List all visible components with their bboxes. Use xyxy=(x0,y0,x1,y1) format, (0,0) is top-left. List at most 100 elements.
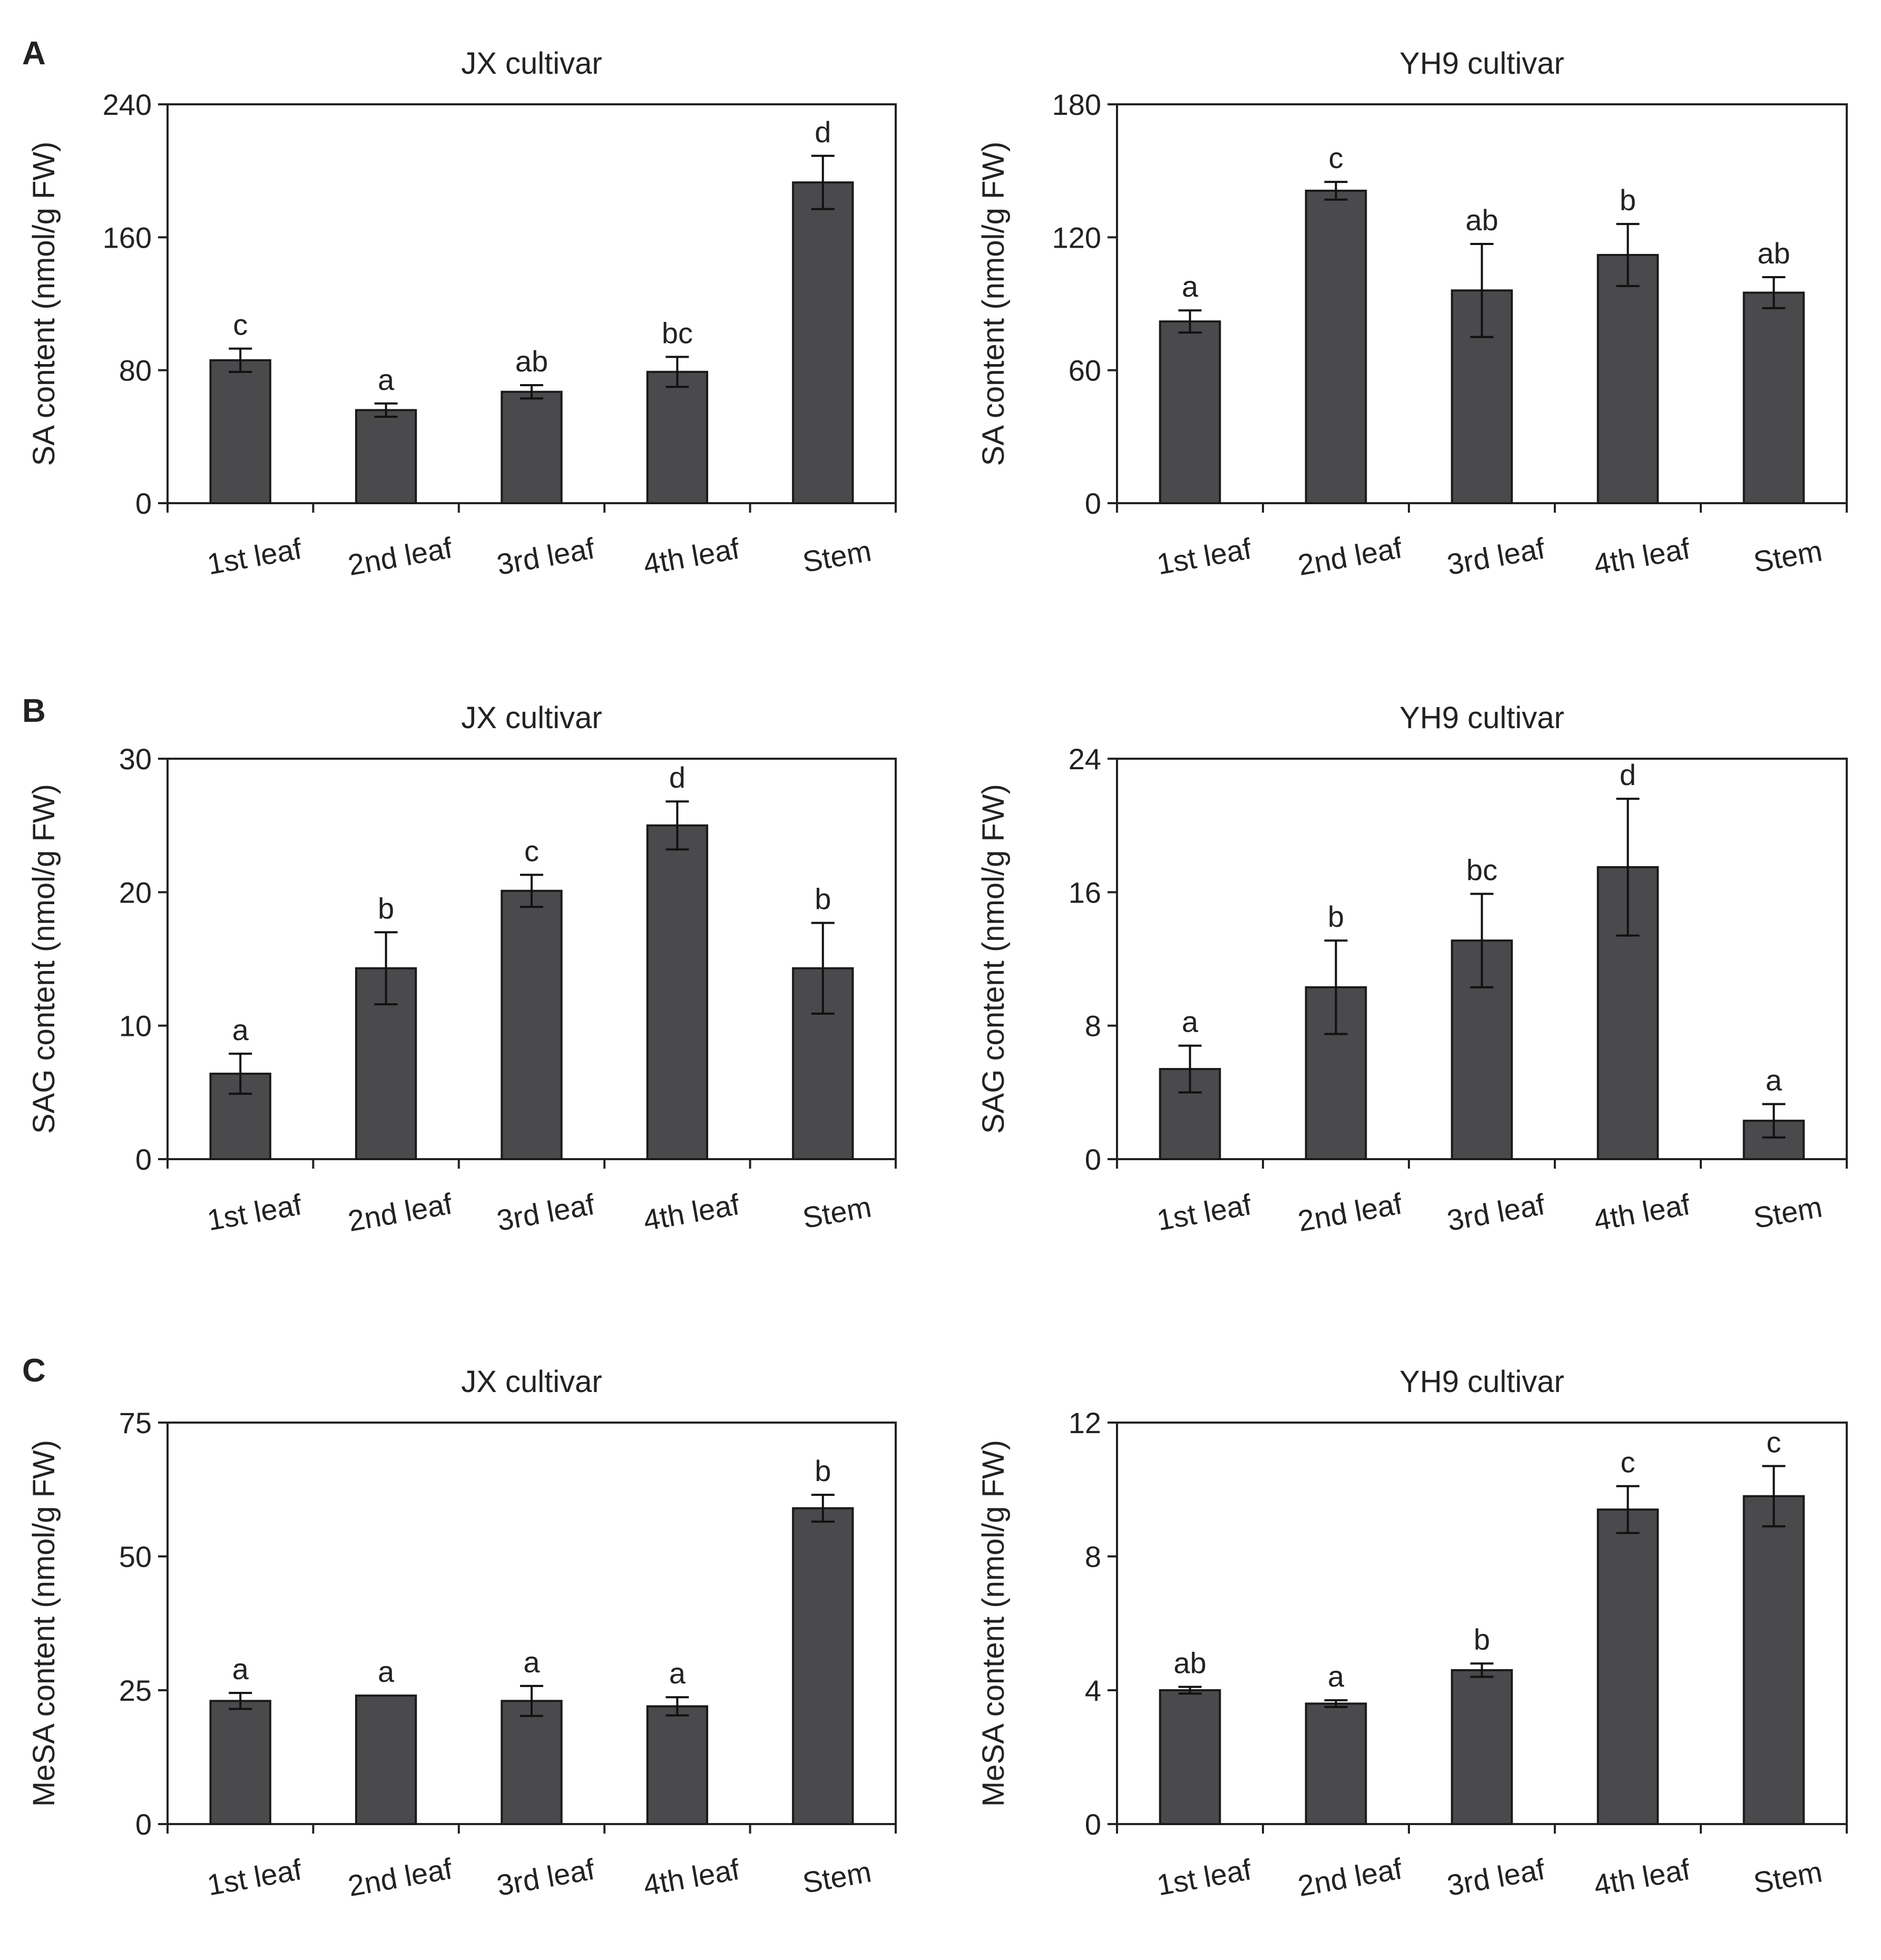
x-category-label: 4th leaf xyxy=(641,1853,742,1902)
y-tick-label: 0 xyxy=(1085,1808,1101,1841)
bar xyxy=(1596,1508,1659,1826)
bar xyxy=(1159,320,1221,505)
bar xyxy=(1305,190,1367,504)
y-axis-label: MeSA content (nmol/g FW) xyxy=(27,1440,61,1807)
y-tick-label: 0 xyxy=(135,487,152,520)
y-axis-label: SA content (nmol/g FW) xyxy=(27,142,61,466)
y-axis-label: MeSA content (nmol/g FW) xyxy=(976,1440,1011,1807)
y-tick-label: 160 xyxy=(103,221,152,254)
chart-title: YH9 cultivar xyxy=(1399,701,1564,735)
chart-2: JX cultivar SAG content (nmol/g FW) 0 10 20 3… xyxy=(27,701,897,1238)
x-category-label: 2nd leaf xyxy=(346,531,455,582)
y-tick-label: 10 xyxy=(119,1010,152,1043)
y-axis-label: SA content (nmol/g FW) xyxy=(976,142,1011,466)
y-tick-label: 8 xyxy=(1085,1010,1101,1043)
significance-label: a xyxy=(232,1652,249,1685)
x-category-label: 3rd leaf xyxy=(1445,1852,1547,1902)
chart-title: JX cultivar xyxy=(461,46,602,81)
x-category-label: Stem xyxy=(1751,1855,1825,1899)
x-category-label: 2nd leaf xyxy=(346,1187,455,1238)
chart-0: JX cultivar SA content (nmol/g FW) 0 80 160 2… xyxy=(27,46,897,582)
significance-label: b xyxy=(815,883,831,916)
significance-label: d xyxy=(815,115,831,149)
bar xyxy=(355,1694,417,1825)
y-axis-label: SAG content (nmol/g FW) xyxy=(27,784,61,1134)
y-axis-label: SAG content (nmol/g FW) xyxy=(976,784,1011,1134)
bar xyxy=(501,390,563,504)
chart-5: YH9 cultivar MeSA content (nmol/g FW) 0 4 8 1… xyxy=(976,1365,1848,1903)
bar xyxy=(792,181,854,504)
x-category-label: Stem xyxy=(800,1855,874,1899)
x-category-label: Stem xyxy=(1751,1190,1825,1234)
significance-label: d xyxy=(1620,758,1636,791)
significance-label: b xyxy=(1474,1623,1490,1656)
y-tick-label: 30 xyxy=(119,742,152,776)
chart-3: YH9 cultivar SAG content (nmol/g FW) 0 8 16 2… xyxy=(976,701,1848,1238)
significance-label: c xyxy=(1329,141,1344,174)
significance-label: a xyxy=(378,363,395,396)
x-category-label: 4th leaf xyxy=(641,532,742,581)
significance-label: a xyxy=(378,1655,395,1688)
x-category-label: 1st leaf xyxy=(1154,1853,1254,1902)
significance-label: b xyxy=(1620,183,1636,217)
x-category-label: 1st leaf xyxy=(204,532,304,581)
x-category-label: 2nd leaf xyxy=(1296,1187,1405,1238)
chart-title: JX cultivar xyxy=(461,701,602,735)
significance-label: ab xyxy=(1757,237,1790,270)
bar xyxy=(1742,1495,1805,1825)
significance-label: a xyxy=(1328,1660,1345,1693)
y-tick-label: 4 xyxy=(1085,1674,1101,1707)
x-category-label: Stem xyxy=(800,534,874,579)
y-tick-label: 80 xyxy=(119,354,152,387)
y-tick-label: 0 xyxy=(135,1143,152,1176)
significance-label: ab xyxy=(1173,1647,1206,1680)
significance-label: d xyxy=(669,761,685,794)
significance-label: a xyxy=(1182,1005,1199,1038)
significance-label: c xyxy=(1621,1446,1635,1479)
panel-letter-b: B xyxy=(22,693,46,729)
x-category-label: 4th leaf xyxy=(641,1188,742,1237)
x-category-label: 1st leaf xyxy=(204,1853,304,1902)
significance-label: a xyxy=(669,1657,686,1690)
bar xyxy=(1742,291,1805,504)
significance-label: ab xyxy=(1465,203,1498,237)
y-tick-label: 50 xyxy=(119,1540,152,1573)
x-category-label: 4th leaf xyxy=(1591,1188,1692,1237)
significance-label: b xyxy=(378,891,394,925)
y-tick-label: 120 xyxy=(1052,221,1101,254)
significance-label: b xyxy=(815,1454,831,1487)
x-category-label: 3rd leaf xyxy=(494,1187,597,1237)
y-tick-label: 240 xyxy=(103,88,152,121)
bar xyxy=(646,370,709,505)
bar xyxy=(1305,1702,1367,1825)
significance-label: c xyxy=(1767,1426,1781,1459)
significance-label: c xyxy=(233,308,248,341)
x-category-label: 3rd leaf xyxy=(494,531,597,581)
chart-1: YH9 cultivar SA content (nmol/g FW) 0 60 120… xyxy=(976,46,1848,582)
y-tick-label: 8 xyxy=(1085,1540,1101,1573)
x-category-label: 3rd leaf xyxy=(1445,1187,1547,1237)
bar xyxy=(646,824,709,1160)
bar xyxy=(792,1507,854,1826)
significance-label: bc xyxy=(662,316,693,349)
bar xyxy=(1159,1689,1221,1825)
panel-letter-c: C xyxy=(22,1353,46,1389)
y-tick-label: 60 xyxy=(1069,354,1101,387)
bar xyxy=(1596,253,1659,504)
bar xyxy=(1451,1669,1513,1825)
y-tick-label: 12 xyxy=(1069,1406,1101,1439)
x-category-label: 2nd leaf xyxy=(1296,1851,1405,1903)
y-tick-label: 24 xyxy=(1069,742,1101,776)
significance-label: ab xyxy=(515,345,548,378)
bar xyxy=(501,1700,563,1826)
x-category-label: 2nd leaf xyxy=(346,1851,455,1903)
significance-label: bc xyxy=(1466,854,1497,887)
bar xyxy=(501,889,563,1161)
y-tick-label: 0 xyxy=(135,1808,152,1841)
significance-label: b xyxy=(1328,900,1344,933)
chart-4: JX cultivar MeSA content (nmol/g FW) 0 25 50… xyxy=(27,1365,897,1903)
y-tick-label: 16 xyxy=(1069,876,1101,909)
significance-label: a xyxy=(1182,270,1199,303)
